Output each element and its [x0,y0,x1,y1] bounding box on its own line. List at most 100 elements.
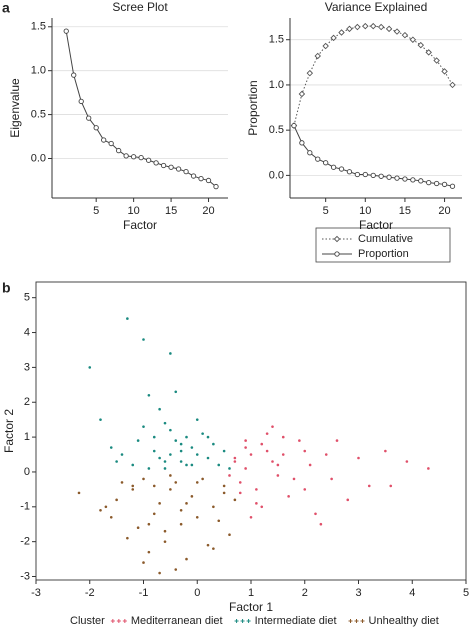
point [314,512,317,516]
point [255,488,258,491]
point [271,460,274,463]
point [147,550,151,554]
marker [307,150,313,156]
marker [175,166,182,172]
marker [198,176,204,182]
y-axis-label: Proportion [246,80,260,135]
marker [190,173,197,179]
point [126,317,129,320]
marker [160,162,167,169]
marker [63,28,69,34]
point [158,456,161,460]
point [185,435,188,439]
point [228,533,231,536]
point [233,460,237,463]
y-tick-label: 5 [24,292,30,304]
marker [449,81,456,89]
point [174,439,178,442]
marker [401,31,409,39]
marker [426,179,432,186]
point [169,474,172,477]
point [276,463,280,467]
marker [314,52,321,60]
marker [130,154,137,160]
x-tick-label: 20 [438,205,450,217]
point [147,522,151,526]
point [179,508,183,512]
point [126,536,129,540]
marker [153,160,159,166]
point [131,463,135,467]
point [77,491,81,495]
chart-title: Scree Plot [112,0,168,14]
point [281,453,285,456]
legend-marker [354,619,359,623]
x-axis-label: Factor [359,218,393,232]
marker [402,176,408,182]
x-tick-label: 1 [248,587,254,599]
point [389,484,393,488]
point [222,449,226,453]
point [142,477,145,481]
point [384,449,387,453]
marker [145,157,152,163]
legend-marker [348,619,353,623]
x-tick-label: 20 [202,205,214,217]
x-tick-label: 5 [463,587,469,599]
point [163,421,167,425]
marker [394,175,400,181]
legend-label: Proportion [358,248,409,260]
marker [86,115,92,121]
marker [123,153,129,159]
marker [410,177,416,183]
x-tick-label: 15 [399,205,411,217]
marker [213,183,219,190]
point [303,488,307,491]
point [303,449,307,453]
point [195,453,199,456]
point [260,505,264,509]
point [335,439,339,442]
point [427,467,430,470]
point [131,484,135,488]
marker [168,164,174,170]
y-tick-label: 0.5 [31,108,46,120]
point [244,446,247,449]
point [255,502,258,505]
point [308,463,312,467]
x-tick-label: -2 [85,587,95,599]
point [179,522,183,526]
point [212,505,215,509]
x-tick-label: 3 [355,587,361,599]
point [206,456,210,460]
marker [418,178,424,184]
point [195,418,199,421]
marker [449,183,456,189]
marker [441,68,448,75]
legend-marker [116,619,121,623]
marker [393,28,401,35]
legend-marker [122,619,127,623]
marker [362,22,369,30]
point [185,557,188,561]
legend-label: Unhealthy diet [369,615,439,627]
marker [116,147,122,154]
point [99,418,102,421]
legend-marker [234,619,239,623]
point [195,481,199,484]
point [174,568,178,571]
y-tick-label: 1.0 [269,79,284,91]
x-tick-label: -1 [139,587,149,599]
x-axis-label: Factor 1 [229,600,273,614]
point [120,453,124,456]
marker [298,90,306,98]
point [206,543,210,547]
point [152,435,156,439]
y-tick-label: 1.5 [31,21,46,33]
point [142,338,145,341]
marker [330,34,337,42]
chart-title: Variance Explained [325,0,428,14]
point [357,456,360,460]
marker [71,72,77,78]
x-tick-label: 5 [323,205,329,217]
